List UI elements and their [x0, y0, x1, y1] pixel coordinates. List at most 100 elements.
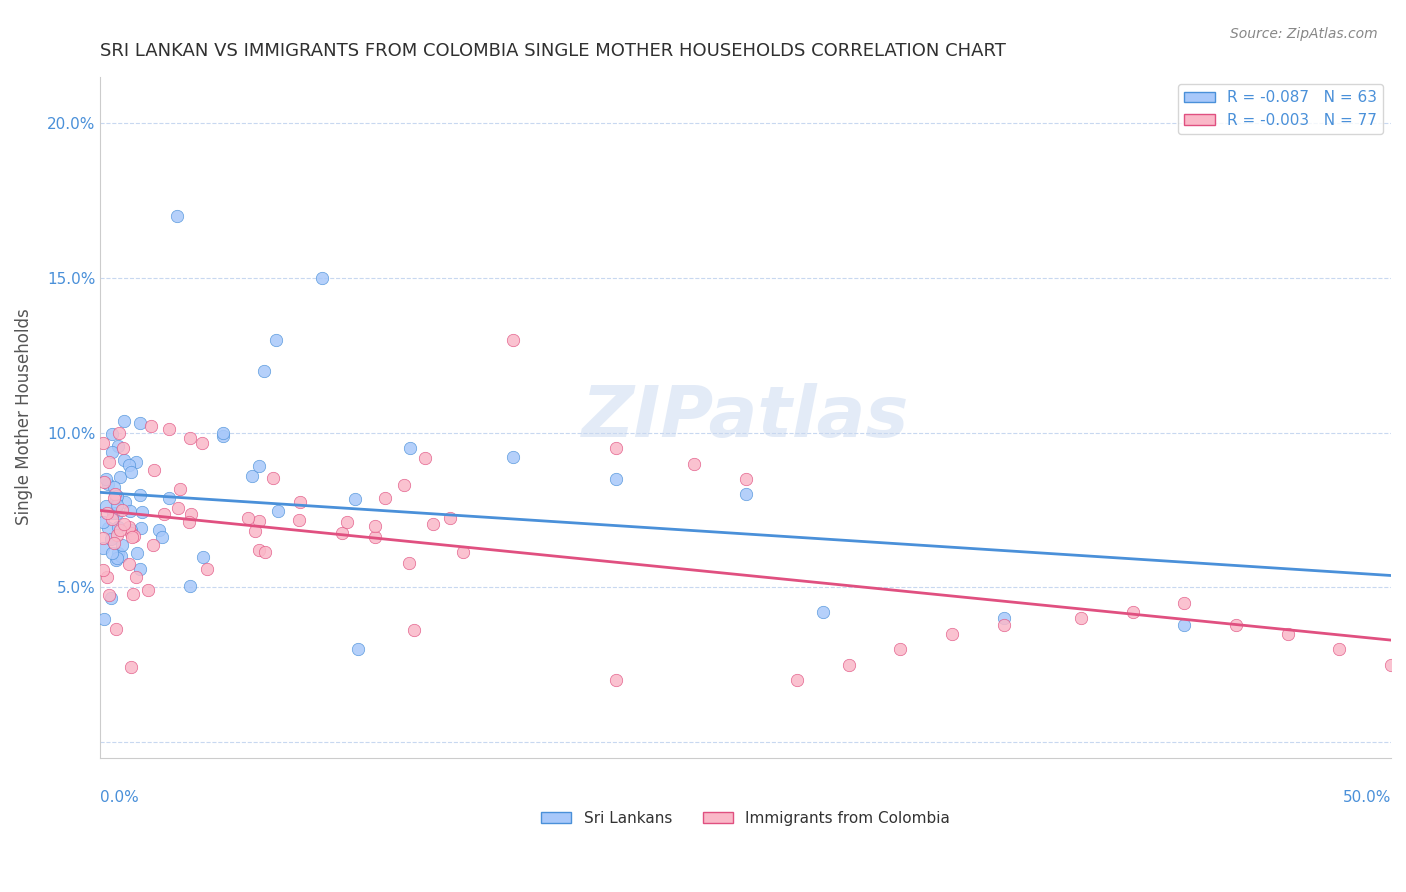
Text: ZIPatlas: ZIPatlas [582, 383, 910, 451]
Immigrants from Colombia [179, 515, 201, 529]
Immigrants from Colombia [112, 442, 135, 456]
Sri Lankans [105, 488, 128, 502]
Sri Lankans [94, 472, 117, 486]
Immigrants from Colombia [336, 515, 359, 529]
Immigrants from Colombia [1379, 657, 1402, 672]
Immigrants from Colombia [605, 441, 627, 455]
Sri Lankans [247, 459, 270, 474]
Sri Lankans [734, 487, 756, 501]
Immigrants from Colombia [112, 516, 135, 531]
Immigrants from Colombia [93, 475, 115, 489]
Sri Lankans [112, 414, 135, 428]
Sri Lankans [211, 428, 233, 442]
Immigrants from Colombia [197, 561, 219, 575]
Immigrants from Colombia [120, 660, 142, 674]
Sri Lankans [111, 538, 134, 552]
Sri Lankans [100, 591, 122, 606]
Sri Lankans [148, 523, 170, 537]
Sri Lankans [103, 480, 125, 494]
Sri Lankans [605, 472, 627, 486]
Immigrants from Colombia [1277, 627, 1299, 641]
Sri Lankans [104, 553, 127, 567]
Immigrants from Colombia [117, 558, 139, 572]
Sri Lankans [120, 504, 142, 518]
Immigrants from Colombia [108, 523, 131, 537]
Sri Lankans [105, 498, 128, 512]
Sri Lankans [152, 530, 174, 544]
Immigrants from Colombia [247, 514, 270, 528]
Sri Lankans [93, 612, 115, 626]
Immigrants from Colombia [100, 512, 122, 526]
Immigrants from Colombia [247, 542, 270, 557]
Sri Lankans [129, 521, 152, 535]
Immigrants from Colombia [1173, 596, 1195, 610]
Sri Lankans [110, 470, 132, 484]
Immigrants from Colombia [169, 482, 191, 496]
Immigrants from Colombia [180, 508, 202, 522]
Immigrants from Colombia [179, 431, 201, 445]
Text: Source: ZipAtlas.com: Source: ZipAtlas.com [1230, 27, 1378, 41]
Sri Lankans [399, 441, 422, 455]
Sri Lankans [240, 468, 263, 483]
Sri Lankans [128, 416, 150, 430]
Sri Lankans [344, 491, 367, 506]
Immigrants from Colombia [683, 457, 706, 471]
Immigrants from Colombia [157, 422, 180, 436]
Sri Lankans [100, 532, 122, 546]
Immigrants from Colombia [786, 673, 808, 688]
Immigrants from Colombia [103, 491, 125, 505]
Immigrants from Colombia [402, 623, 425, 637]
Immigrants from Colombia [108, 426, 131, 441]
Immigrants from Colombia [105, 622, 128, 636]
Immigrants from Colombia [993, 617, 1015, 632]
Immigrants from Colombia [364, 530, 387, 544]
Sri Lankans [193, 549, 215, 564]
Immigrants from Colombia [262, 471, 284, 485]
Sri Lankans [107, 439, 129, 453]
Immigrants from Colombia [288, 495, 311, 509]
Immigrants from Colombia [502, 333, 524, 347]
Immigrants from Colombia [124, 570, 146, 584]
Immigrants from Colombia [330, 525, 353, 540]
Immigrants from Colombia [1225, 617, 1247, 632]
Immigrants from Colombia [98, 588, 121, 602]
Sri Lankans [105, 551, 128, 566]
Sri Lankans [114, 495, 136, 509]
Immigrants from Colombia [142, 538, 165, 552]
Text: 50.0%: 50.0% [1343, 790, 1391, 805]
Sri Lankans [267, 504, 290, 518]
Sri Lankans [118, 458, 141, 473]
Immigrants from Colombia [136, 583, 159, 598]
Immigrants from Colombia [105, 528, 128, 542]
Sri Lankans [97, 521, 120, 535]
Immigrants from Colombia [104, 487, 127, 501]
Sri Lankans [253, 364, 276, 378]
Sri Lankans [179, 578, 201, 592]
Immigrants from Colombia [143, 463, 166, 477]
Sri Lankans [101, 546, 124, 560]
Immigrants from Colombia [364, 519, 387, 533]
Immigrants from Colombia [439, 510, 461, 524]
Y-axis label: Single Mother Households: Single Mother Households [15, 309, 32, 525]
Sri Lankans [100, 445, 122, 459]
Immigrants from Colombia [1070, 611, 1092, 625]
Immigrants from Colombia [1329, 642, 1351, 657]
Immigrants from Colombia [1122, 605, 1144, 619]
Immigrants from Colombia [413, 450, 436, 465]
Immigrants from Colombia [118, 520, 141, 534]
Sri Lankans [129, 562, 152, 576]
Sri Lankans [502, 450, 524, 465]
Immigrants from Colombia [167, 501, 190, 516]
Sri Lankans [107, 546, 129, 560]
Immigrants from Colombia [392, 478, 415, 492]
Sri Lankans [101, 426, 124, 441]
Immigrants from Colombia [243, 524, 266, 538]
Immigrants from Colombia [96, 506, 118, 520]
Immigrants from Colombia [91, 531, 114, 545]
Immigrants from Colombia [398, 556, 420, 570]
Immigrants from Colombia [374, 491, 396, 505]
Sri Lankans [107, 519, 129, 533]
Sri Lankans [159, 491, 181, 505]
Immigrants from Colombia [91, 436, 114, 450]
Immigrants from Colombia [838, 657, 860, 672]
